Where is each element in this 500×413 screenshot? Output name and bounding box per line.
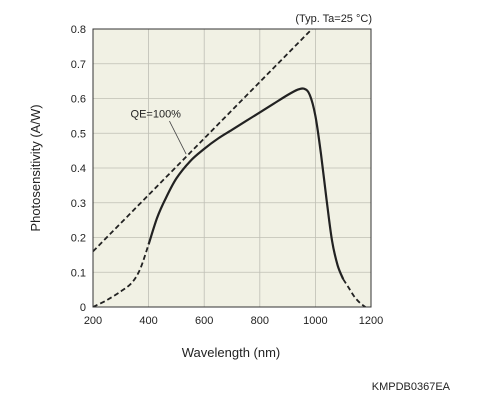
y-tick-label: 0.4 bbox=[71, 163, 86, 175]
y-tick-label: 0 bbox=[80, 302, 86, 314]
x-tick-label: 400 bbox=[139, 315, 157, 327]
x-tick-label: 1200 bbox=[359, 315, 383, 327]
y-tick-label: 0.1 bbox=[71, 267, 86, 279]
x-tick-label: 200 bbox=[84, 315, 102, 327]
y-tick-label: 0.8 bbox=[71, 24, 86, 36]
series-dashed-segment-3 bbox=[342, 278, 366, 307]
condition-note: (Typ. Ta=25 °C) bbox=[295, 13, 372, 25]
series-photosensitivity-curve bbox=[147, 87, 345, 280]
grid-lines bbox=[93, 29, 371, 307]
series-qe-100-line bbox=[93, 29, 314, 253]
x-tick-label: 1000 bbox=[303, 315, 327, 327]
y-tick-label: 0.6 bbox=[71, 94, 86, 106]
annotation-layer: QE=100% bbox=[131, 109, 187, 155]
series-layer bbox=[93, 29, 366, 307]
y-tick-label: 0.7 bbox=[71, 59, 86, 71]
qe-annotation-label: QE=100% bbox=[131, 109, 182, 121]
y-tick-label: 0.2 bbox=[71, 233, 86, 245]
qe-annotation-leader bbox=[169, 120, 187, 155]
x-axis-title: Wavelength (nm) bbox=[182, 345, 281, 360]
x-tick-label: 800 bbox=[251, 315, 269, 327]
series-dashed-segment-1 bbox=[93, 244, 150, 307]
x-tick-label: 600 bbox=[195, 315, 213, 327]
axis-ticks: 200 400 600 800 1000 1200 0 0.1 0.2 0.3 0.4 0.5 0.6 0… bbox=[71, 24, 384, 327]
y-tick-label: 0.3 bbox=[71, 198, 86, 210]
y-tick-label: 0.5 bbox=[71, 128, 86, 140]
figure-code: KMPDB0367EA bbox=[372, 381, 451, 393]
plot-frame bbox=[92, 28, 372, 308]
y-axis-title: Photosensitivity (A/W) bbox=[28, 104, 43, 231]
